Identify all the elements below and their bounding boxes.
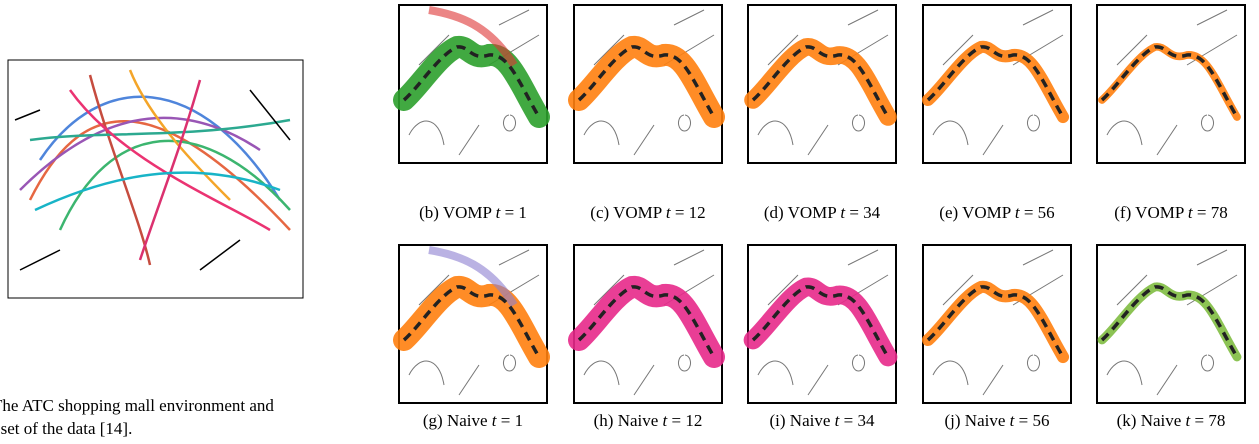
mall-map [7, 59, 304, 299]
caption-part: = 1 [501, 411, 523, 430]
panel [921, 4, 1072, 164]
panel-caption: (j) Naive t = 56 [945, 411, 1050, 430]
caption-part: (i) Naive [770, 411, 835, 430]
panel-caption: (g) Naive t = 1 [423, 411, 523, 430]
caption-part: t [496, 203, 505, 222]
panel-caption: (f) VOMP t = 78 [1114, 203, 1228, 222]
caption-part: = 56 [1019, 411, 1050, 430]
caption-part: (e) VOMP [939, 203, 1015, 222]
caption-part: t [1186, 411, 1195, 430]
panel [568, 4, 725, 164]
panel-caption: (b) VOMP t = 1 [419, 203, 527, 222]
caption-part: (h) Naive [594, 411, 663, 430]
caption-part: = 78 [1197, 203, 1228, 222]
caption-part: (k) Naive [1117, 411, 1186, 430]
ground-truth [926, 45, 1065, 118]
caption-line: The ATC shopping mall environment and [0, 396, 274, 415]
panel [393, 244, 550, 404]
caption-part: t [1010, 411, 1019, 430]
caption-part: (b) VOMP [419, 203, 496, 222]
caption-part: = 34 [849, 203, 880, 222]
ground-truth [402, 45, 541, 118]
caption-part: = 56 [1024, 203, 1055, 222]
ground-truth [577, 285, 716, 358]
caption-part: (j) Naive [945, 411, 1010, 430]
caption-part: t [663, 411, 672, 430]
panel-caption: (k) Naive t = 78 [1117, 411, 1226, 430]
map-outline [1106, 9, 1238, 156]
map-outline [408, 9, 540, 156]
caption-part: = 34 [844, 411, 875, 430]
map-outline [583, 9, 715, 156]
map-outline [757, 9, 889, 156]
caption-part: = 1 [505, 203, 527, 222]
ground-truth [402, 285, 541, 358]
ground-truth [926, 285, 1065, 358]
caption-part: t [1015, 203, 1024, 222]
panel [743, 244, 898, 404]
caption-part: t [666, 203, 675, 222]
panel [744, 4, 897, 164]
map-outline [757, 249, 889, 396]
alt-prediction [428, 6, 518, 68]
panel [1096, 244, 1246, 404]
alt-prediction [428, 246, 518, 308]
caption-line: subset of the data [14]. [0, 419, 132, 438]
map-outline [583, 249, 715, 396]
map-outline [932, 9, 1064, 156]
panel-caption: (i) Naive t = 34 [770, 411, 875, 430]
caption-part: t [492, 411, 501, 430]
map-outline [932, 249, 1064, 396]
panel [1096, 4, 1246, 164]
panel [393, 4, 550, 164]
ground-truth [1100, 285, 1239, 358]
ground-truth [751, 285, 890, 358]
panel-caption: (c) VOMP t = 12 [590, 203, 705, 222]
panel [568, 244, 725, 404]
panel-caption: (h) Naive t = 12 [594, 411, 703, 430]
caption-part: (c) VOMP [590, 203, 666, 222]
caption-part: t [840, 203, 849, 222]
caption-part: t [835, 411, 844, 430]
caption-part: (g) Naive [423, 411, 492, 430]
caption-part: (f) VOMP [1114, 203, 1188, 222]
caption-part: = 78 [1195, 411, 1226, 430]
ground-truth [577, 45, 716, 118]
ground-truth [751, 45, 890, 118]
caption-part: = 12 [675, 203, 706, 222]
caption-part: = 12 [672, 411, 703, 430]
panel [921, 244, 1072, 404]
map-outline [1106, 249, 1238, 396]
map-outline [408, 249, 540, 396]
caption-part: (d) VOMP [764, 203, 841, 222]
panel-caption: (e) VOMP t = 56 [939, 203, 1054, 222]
caption-part: t [1188, 203, 1197, 222]
panel-caption: (d) VOMP t = 34 [764, 203, 881, 222]
ground-truth [1100, 45, 1239, 118]
